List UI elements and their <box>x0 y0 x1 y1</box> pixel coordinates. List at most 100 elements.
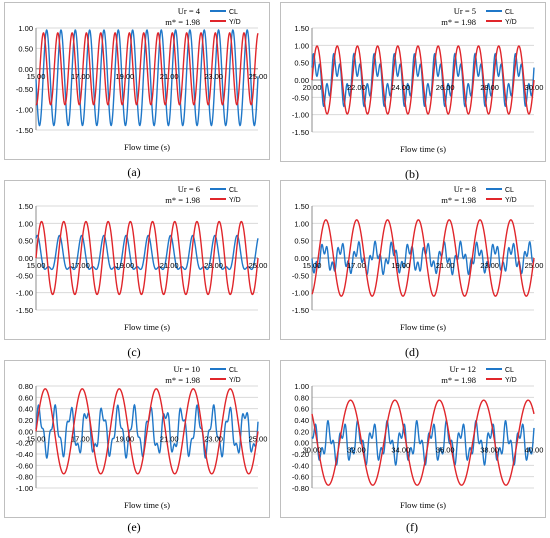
x-tick-label: 40.00 <box>525 446 544 455</box>
annotation-ur: Ur = 5 <box>454 6 476 16</box>
legend-entry: CL <box>229 9 238 16</box>
chart-panel-b: 1.50 1.00 0.50 0.00 -0.50 -1.00 -1.50 20.00 22.0… <box>280 2 546 162</box>
x-tick-label: 25.00 <box>249 434 268 443</box>
caption-e: (e) <box>127 520 141 534</box>
x-tick-label: 15.00 <box>27 261 46 270</box>
series-line-cl <box>311 52 535 108</box>
caption-d: (d) <box>405 345 419 359</box>
x-tick-label: 15.00 <box>303 261 322 270</box>
y-tick-label: -0.50 <box>16 85 33 94</box>
series-line-cl <box>35 403 259 460</box>
y-tick-label: 0.50 <box>18 44 33 53</box>
y-tick-label: -1.00 <box>292 111 309 120</box>
x-tick-label: 17.00 <box>71 72 90 81</box>
y-tick-label: -0.50 <box>292 271 309 280</box>
caption-a: (a) <box>127 165 141 179</box>
chart-panel-e: 0.80 0.60 0.40 0.20 0.00 -0.20 -0.40 -0.60 -0.80… <box>4 360 270 518</box>
annotation-ur: Ur = 4 <box>178 6 201 16</box>
y-tick-label: -0.20 <box>16 439 33 448</box>
chart-a: 1.00 0.50 0.00 -0.50 -1.00 -1.50 15.00 17.00 19.… <box>16 6 268 152</box>
chart-panel-d: 1.50 1.00 0.50 0.00 -0.50 -1.00 -1.50 15.00 17.0… <box>280 180 546 340</box>
x-tick-label: 20.00 <box>303 83 322 92</box>
y-tick-label: -1.00 <box>16 106 33 115</box>
x-tick-label: 21.00 <box>436 261 455 270</box>
x-tick-label: 28.00 <box>480 83 499 92</box>
y-tick-label: 0.00 <box>18 65 33 74</box>
y-tick-label: -1.00 <box>16 289 33 298</box>
x-tick-label: 23.00 <box>480 261 499 270</box>
x-tick-label: 25.00 <box>525 261 544 270</box>
caption-f: (f) <box>406 520 418 534</box>
annotation-mass-ratio: m* = 1.98 <box>165 375 200 385</box>
chart-panel-c: 1.50 1.00 0.50 0.00 -0.50 -1.00 -1.50 15.00 17.0… <box>4 180 270 340</box>
legend-entry: Y/D <box>229 197 241 204</box>
y-tick-label: 0.40 <box>294 416 309 425</box>
y-tick-label: 1.00 <box>294 219 309 228</box>
y-tick-label: -0.60 <box>16 461 33 470</box>
y-tick-label: 0.20 <box>294 427 309 436</box>
x-axis-label: Flow time (s) <box>124 322 170 332</box>
x-axis-label: Flow time (s) <box>400 144 446 154</box>
x-tick-label: 23.00 <box>204 261 223 270</box>
y-tick-label: -1.50 <box>292 306 309 315</box>
series-line-cl <box>311 419 535 466</box>
y-tick-label: -1.00 <box>292 289 309 298</box>
y-tick-label: -0.50 <box>16 271 33 280</box>
y-tick-label: 0.80 <box>18 382 33 391</box>
x-tick-label: 21.00 <box>160 72 179 81</box>
x-tick-label: 30.00 <box>525 83 544 92</box>
series-line-yd <box>311 399 535 486</box>
x-tick-label: 26.00 <box>436 83 455 92</box>
x-tick-label: 17.00 <box>71 434 90 443</box>
chart-e: 0.80 0.60 0.40 0.20 0.00 -0.20 -0.40 -0.60 -0.80… <box>16 364 268 510</box>
x-tick-label: 22.00 <box>347 83 366 92</box>
chart-d: 1.50 1.00 0.50 0.00 -0.50 -1.00 -1.50 15.00 17.0… <box>292 184 544 332</box>
chart-panel-f: 1.00 0.80 0.60 0.40 0.20 0.00 -0.20 -0.40 -0.60 -… <box>280 360 546 518</box>
legend-entry: CL <box>229 367 238 374</box>
legend-entry: Y/D <box>505 197 517 204</box>
y-tick-label: 0.80 <box>294 393 309 402</box>
x-tick-label: 25.00 <box>249 261 268 270</box>
y-tick-label: 0.40 <box>18 405 33 414</box>
x-tick-label: 19.00 <box>391 261 410 270</box>
y-tick-label: 0.60 <box>18 393 33 402</box>
series-line-yd <box>35 220 259 296</box>
series-line-yd <box>35 31 259 106</box>
x-tick-label: 15.00 <box>27 434 46 443</box>
legend-entry: CL <box>229 187 238 194</box>
x-tick-label: 19.00 <box>115 72 134 81</box>
annotation-mass-ratio: m* = 1.98 <box>441 17 476 27</box>
annotation-mass-ratio: m* = 1.98 <box>441 375 476 385</box>
x-axis-label: Flow time (s) <box>124 500 170 510</box>
y-tick-label: 1.00 <box>294 41 309 50</box>
series-line-cl <box>35 234 259 271</box>
x-axis-label: Flow time (s) <box>400 322 446 332</box>
y-tick-label: -1.50 <box>292 128 309 137</box>
y-tick-label: 0.60 <box>294 405 309 414</box>
y-tick-label: 0.00 <box>294 254 309 263</box>
chart-panel-a: 1.00 0.50 0.00 -0.50 -1.00 -1.50 15.00 17.00 19.… <box>4 2 270 160</box>
annotation-ur: Ur = 10 <box>173 364 200 374</box>
legend-entry: Y/D <box>505 377 517 384</box>
x-tick-label: 24.00 <box>391 83 410 92</box>
annotation-ur: Ur = 6 <box>178 184 200 194</box>
x-tick-label: 15.00 <box>27 72 46 81</box>
x-tick-label: 19.00 <box>115 261 134 270</box>
x-tick-label: 32.00 <box>347 446 366 455</box>
y-tick-label: 0.00 <box>294 76 309 85</box>
y-tick-label: 1.00 <box>294 382 309 391</box>
x-tick-label: 21.00 <box>160 261 179 270</box>
y-tick-label: -0.60 <box>292 473 309 482</box>
x-tick-label: 23.00 <box>204 72 223 81</box>
annotation-mass-ratio: m* = 1.98 <box>441 195 476 205</box>
y-tick-label: -1.50 <box>16 306 33 315</box>
y-tick-label: 1.50 <box>294 24 309 33</box>
y-tick-label: 0.20 <box>18 416 33 425</box>
series-line-cl <box>35 28 259 127</box>
x-tick-label: 17.00 <box>71 261 90 270</box>
y-tick-label: -0.80 <box>292 484 309 493</box>
y-tick-label: 0.00 <box>18 254 33 263</box>
annotation-ur: Ur = 12 <box>449 364 476 374</box>
chart-b: 1.50 1.00 0.50 0.00 -0.50 -1.00 -1.50 20.00 22.0… <box>292 6 544 154</box>
annotation-mass-ratio: m* = 1.98 <box>165 17 200 27</box>
